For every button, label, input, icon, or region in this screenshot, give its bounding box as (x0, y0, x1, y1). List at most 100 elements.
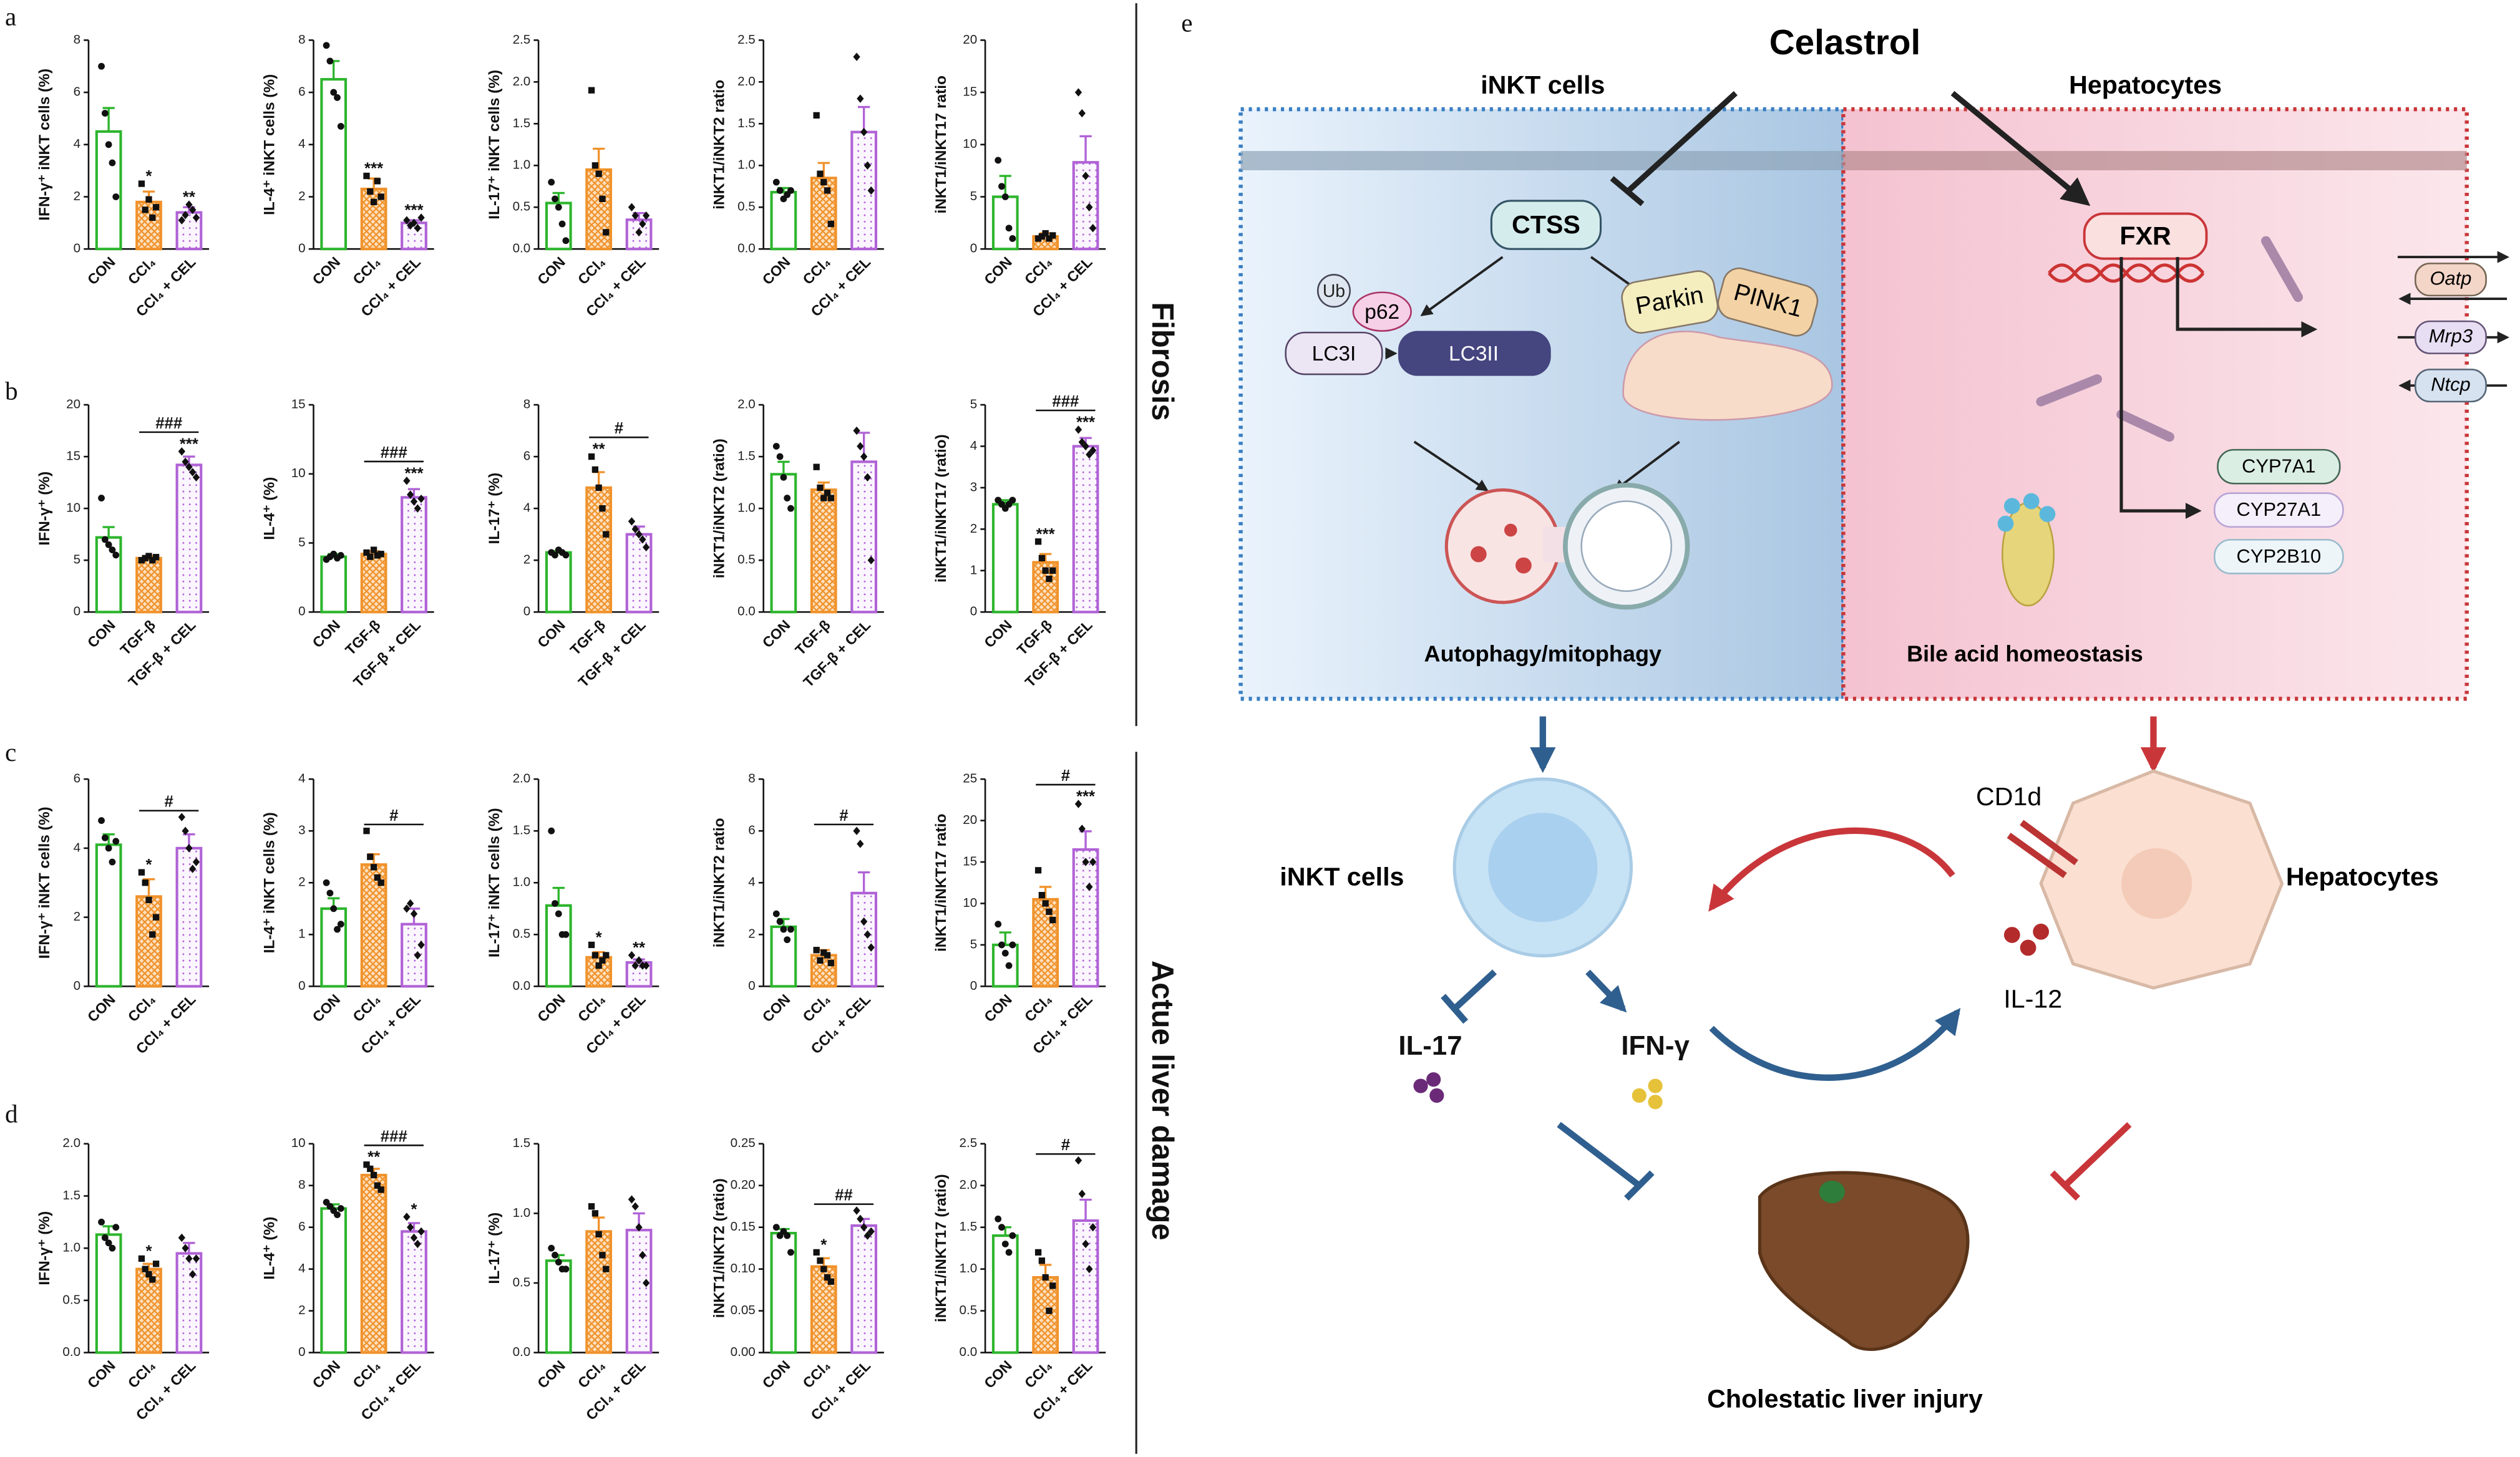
x-tick-label: CCl₄ (575, 1357, 608, 1391)
data-point (853, 1206, 860, 1215)
data-point (1082, 1239, 1089, 1249)
data-point (142, 206, 148, 213)
data-point (109, 1244, 116, 1252)
arrow (1420, 256, 1504, 317)
data-point (105, 1239, 112, 1247)
data-point (112, 1224, 120, 1231)
data-point (1005, 1249, 1013, 1256)
data-point (189, 864, 197, 873)
data-point (599, 957, 606, 964)
y-tick-label: 0.5 (513, 200, 531, 214)
data-point (1086, 203, 1093, 211)
data-point (145, 196, 152, 203)
comparison-label: ### (1052, 393, 1079, 410)
bar (401, 922, 427, 988)
data-point (857, 442, 864, 451)
data-point (772, 443, 780, 450)
arrow (1585, 969, 1627, 1013)
bar (585, 168, 613, 251)
y-tick-label: 0.5 (737, 200, 756, 214)
autophagosome (1580, 500, 1673, 593)
bar (585, 486, 613, 614)
data-point (145, 1271, 152, 1278)
inhibit-bar (1624, 1170, 1655, 1201)
arrow (1708, 827, 1955, 912)
data-point (414, 224, 421, 233)
data-point (1009, 941, 1016, 949)
data-point (185, 844, 193, 853)
cell-label: Hepatocytes (2286, 863, 2439, 891)
data-point (1009, 1232, 1016, 1239)
bar (850, 460, 878, 614)
dot (2003, 498, 2020, 515)
node (1285, 331, 1383, 375)
data-point (820, 178, 827, 186)
comparison-label: ### (381, 444, 407, 462)
data-point (109, 159, 116, 167)
y-tick-label: 4 (298, 772, 305, 786)
panel-label: e (1181, 9, 1192, 37)
bar (95, 130, 122, 251)
dot (2020, 939, 2036, 956)
enzyme (2214, 492, 2344, 528)
side-label: Fibrosis (1146, 302, 1179, 420)
y-tick-label: 2 (748, 927, 755, 941)
y-tick-label: 20 (963, 813, 977, 827)
data-point (787, 926, 794, 933)
y-axis-label: IL-17⁺ iNKT cells (%) (486, 70, 503, 220)
panel-label: c (5, 738, 16, 767)
y-axis-label: IFN-γ⁺ (%) (36, 1211, 53, 1285)
hep-box (1841, 107, 2469, 701)
significance: ** (633, 939, 645, 957)
y-axis-label: IL-17⁺ iNKT cells (%) (486, 808, 503, 957)
data-point (860, 1223, 868, 1232)
bar (545, 904, 572, 988)
bar (95, 1233, 122, 1354)
inhibit-arrow (2063, 1122, 2132, 1188)
node (1398, 331, 1551, 376)
comparison-label: # (839, 807, 848, 825)
bar (1072, 848, 1099, 988)
data-point (1078, 1189, 1086, 1198)
chart: 0.0 0.5 1.0 1.5 2.0 IL-17⁺ iNKT cells (%) CON *… (486, 772, 659, 1057)
data-point (827, 959, 834, 967)
caption: Cholestatic liver injury (1707, 1385, 1983, 1413)
dot (1648, 1095, 1663, 1110)
side-label: Actue liver damage (1146, 961, 1179, 1241)
y-tick-label: 0.15 (731, 1219, 756, 1234)
data-point (853, 826, 860, 835)
data-point (138, 1255, 145, 1262)
y-axis-label: IFN-γ⁺ iNKT cells (%) (36, 806, 53, 959)
data-point (152, 914, 160, 921)
y-tick-label: 1 (970, 563, 977, 577)
y-tick-label: 0.10 (731, 1261, 756, 1275)
significance: * (596, 929, 602, 946)
data-point (1034, 538, 1042, 545)
y-tick-label: 6 (748, 823, 755, 838)
data-point (1074, 88, 1082, 97)
y-tick-label: 20 (963, 32, 977, 47)
inhibit-arrow (1452, 969, 1497, 1012)
y-tick-label: 0.0 (737, 604, 756, 619)
data-point (588, 453, 595, 460)
panel-label: d (5, 1099, 18, 1128)
transporter (2415, 320, 2487, 354)
data-point (817, 1257, 824, 1264)
data-point (149, 931, 156, 938)
data-point (1086, 1264, 1093, 1274)
mitochondrion (1622, 331, 1833, 421)
data-point (998, 183, 1005, 190)
y-tick-label: 1.5 (513, 1136, 531, 1150)
y-tick-label: 4 (970, 438, 977, 453)
data-point (1074, 800, 1082, 808)
data-point (101, 536, 109, 543)
y-tick-label: 10 (66, 501, 80, 515)
data-point (178, 447, 185, 456)
data-point (326, 57, 334, 65)
comparison-label: # (1061, 767, 1070, 785)
y-tick-label: 1.0 (737, 501, 756, 515)
data-point (1089, 446, 1097, 455)
